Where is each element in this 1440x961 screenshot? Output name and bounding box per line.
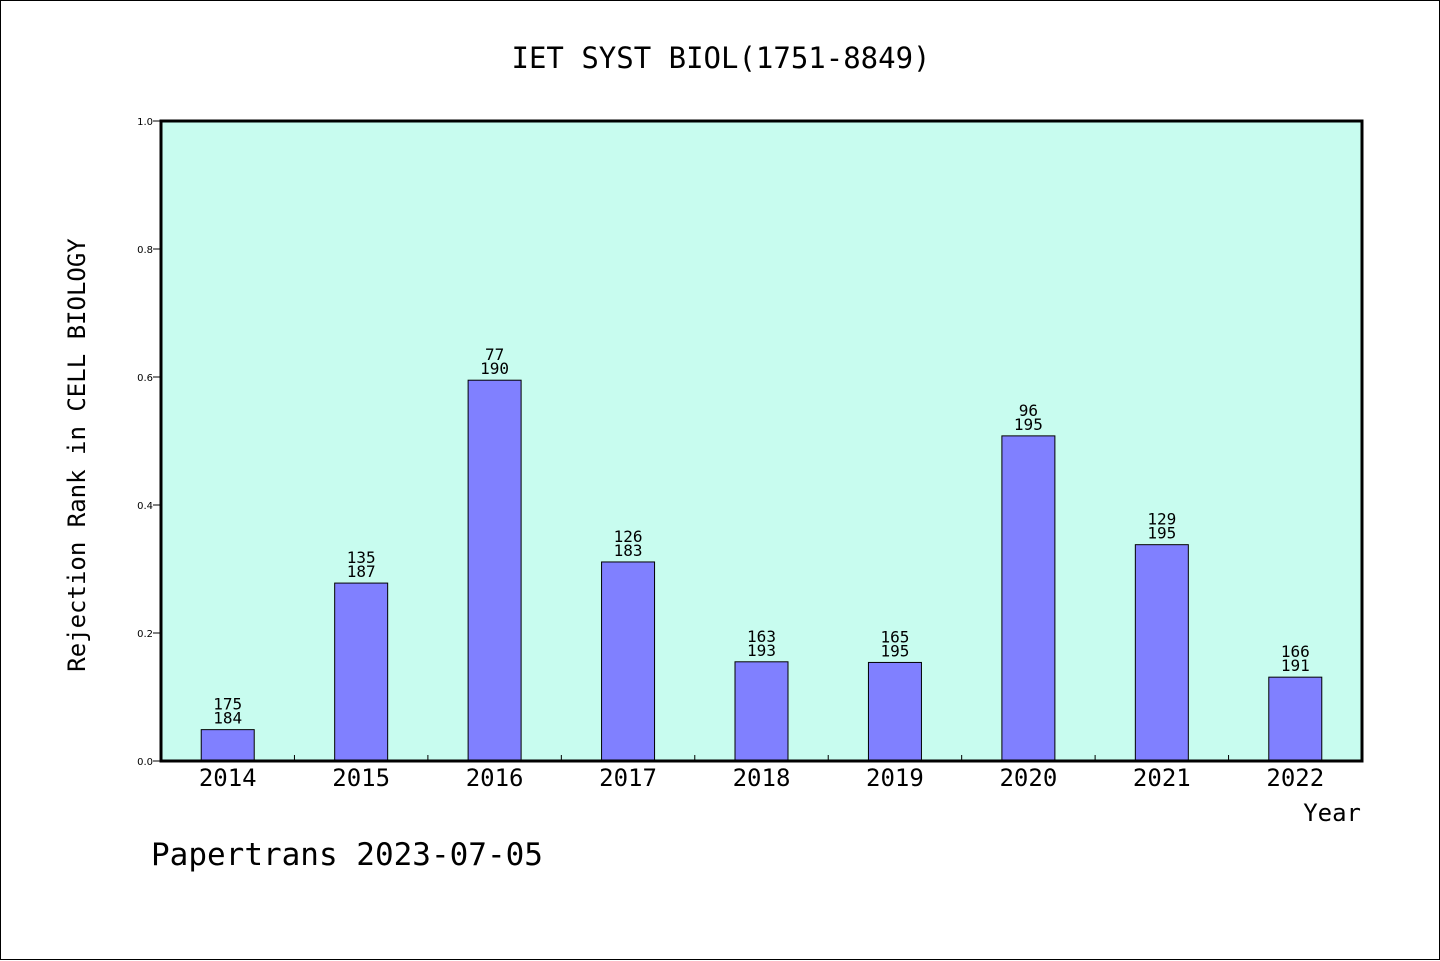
bar-2017: [601, 561, 656, 762]
x-axis-label: Year: [1303, 799, 1361, 827]
total-label-2018: 193: [747, 641, 776, 660]
y-tick-label: 0.8: [137, 245, 153, 256]
x-tick-label-2015: 2015: [332, 764, 390, 792]
bar-2021: [1134, 544, 1189, 762]
x-tick-label-2019: 2019: [866, 764, 924, 792]
x-tick-label-2014: 2014: [199, 764, 257, 792]
rank-label-2022: 166: [1281, 642, 1310, 661]
y-tick-label: 0.0: [137, 757, 153, 768]
y-tick-label: 0.4: [137, 501, 153, 512]
y-tick-label: 0.6: [137, 373, 153, 384]
rank-label-2020: 96: [1019, 401, 1038, 420]
x-tick-label-2016: 2016: [466, 764, 524, 792]
bar-2020: [1001, 435, 1056, 762]
total-label-2017: 183: [614, 541, 643, 560]
total-label-2022: 191: [1281, 656, 1310, 675]
bar-2019: [867, 661, 922, 762]
total-label-2014: 184: [213, 709, 242, 728]
rank-label-2017: 126: [614, 527, 643, 546]
x-tick-label-2018: 2018: [733, 764, 791, 792]
plot-border: [159, 119, 1364, 763]
total-label-2015: 187: [347, 562, 376, 581]
y-tick-label: 0.2: [137, 629, 153, 640]
bar-2022: [1268, 676, 1323, 762]
y-axis-label: Rejection Rank in CELL BIOLOGY: [63, 238, 91, 672]
bars: [200, 379, 1323, 762]
footer-text: Papertrans 2023-07-05: [151, 837, 543, 873]
total-label-2020: 195: [1014, 415, 1043, 434]
rank-label-2018: 163: [747, 627, 776, 646]
x-axis-tick-labels: 2014 2015 2016 2017 2018 2019 2020 2021 2022: [199, 764, 1324, 792]
x-tick-label-2020: 2020: [999, 764, 1057, 792]
bar-2016: [467, 379, 522, 762]
bar-2018: [734, 661, 789, 762]
total-label-2021: 195: [1147, 524, 1176, 543]
rank-label-2021: 129: [1147, 510, 1176, 529]
rank-label-2014: 175: [213, 695, 242, 714]
total-label-2016: 190: [480, 359, 509, 378]
total-label-2019: 195: [880, 641, 909, 660]
bar-2014: [200, 729, 255, 762]
y-tick-label: 1.0: [137, 117, 153, 128]
bar-2015: [334, 582, 389, 762]
rank-label-2016: 77: [485, 345, 504, 364]
x-tick-label-2017: 2017: [599, 764, 657, 792]
x-tick-label-2021: 2021: [1133, 764, 1191, 792]
chart-title: IET SYST BIOL(1751-8849): [511, 41, 930, 75]
data-labels: 1751841351877719012618316319316519596195…: [213, 345, 1309, 727]
x-tick-label-2022: 2022: [1266, 764, 1324, 792]
rank-label-2015: 135: [347, 548, 376, 567]
rank-label-2019: 165: [880, 627, 909, 646]
